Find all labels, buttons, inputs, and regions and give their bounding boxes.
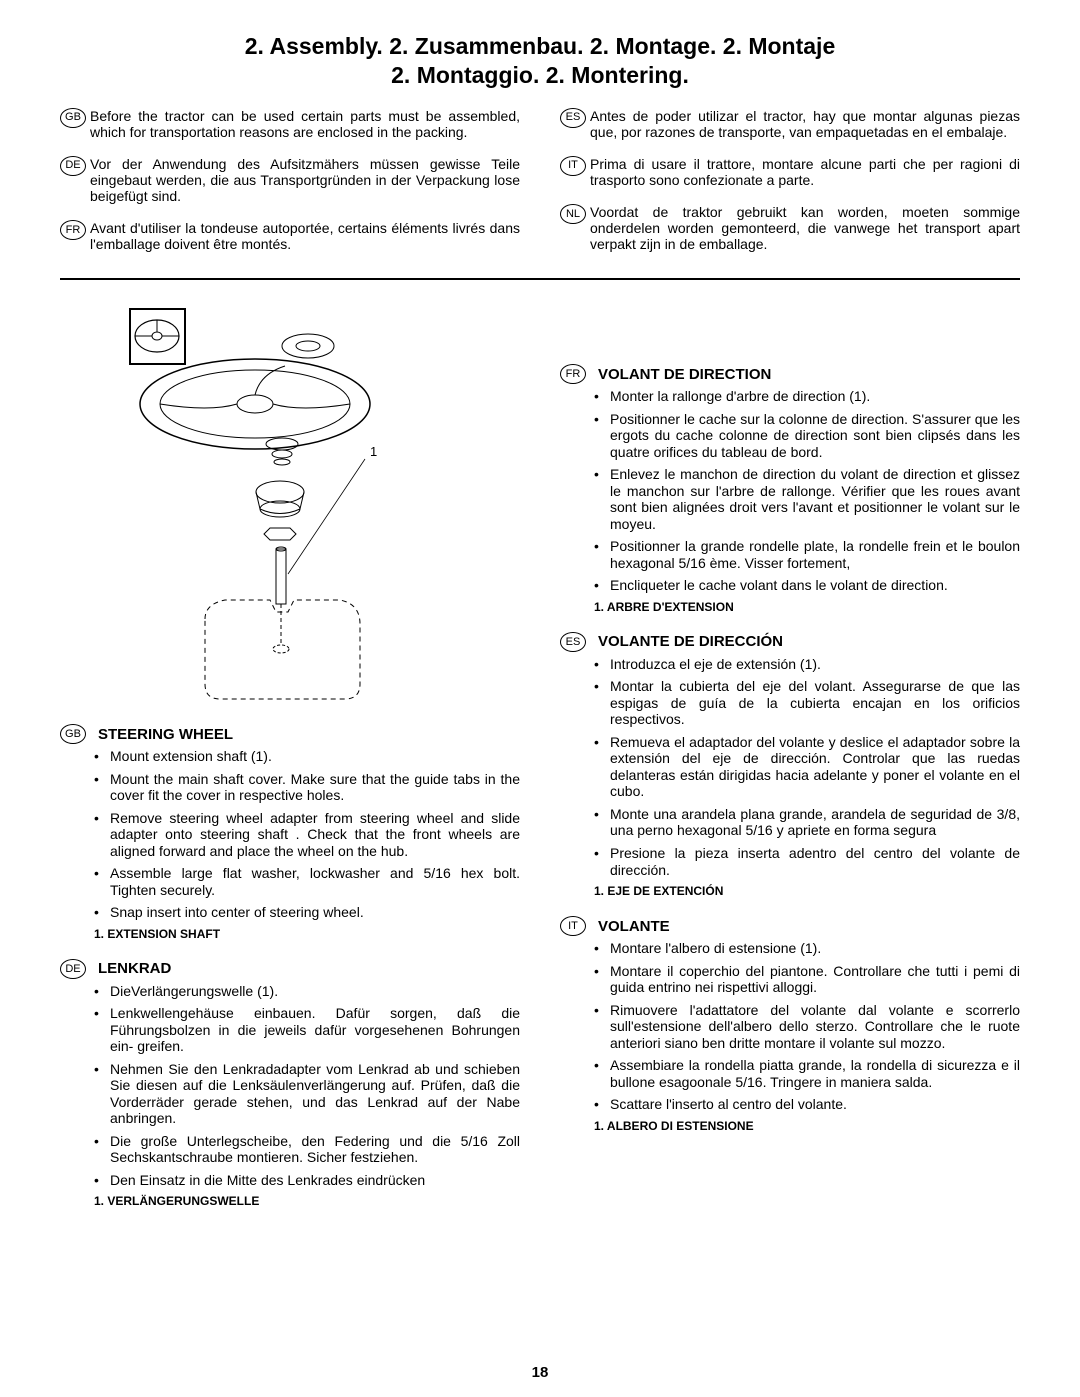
page-header: 2. Assembly. 2. Zusammenbau. 2. Montage.… xyxy=(60,32,1020,90)
lang-badge-gb: GB xyxy=(60,108,86,128)
section-es-volante: ES VOLANTE DE DIRECCIÓN Introduzca el ej… xyxy=(560,632,1020,898)
bullet-item: Assemble large flat washer, lockwasher a… xyxy=(94,865,520,898)
bullet-list: Mount extension shaft (1). Mount the mai… xyxy=(60,748,520,921)
bullet-item: Monter la rallonge d'arbre de direction … xyxy=(594,388,1020,405)
intro-it: IT Prima di usare il trattore, montare a… xyxy=(560,156,1020,188)
bullet-list: Montare l'albero di estensione (1). Mont… xyxy=(560,940,1020,1113)
intro-de: DE Vor der Anwendung des Aufsitzmähers m… xyxy=(60,156,520,204)
lang-badge-it: IT xyxy=(560,156,586,176)
bullet-item: Den Einsatz in die Mitte des Lenkrades e… xyxy=(94,1172,520,1189)
bullet-item: Enlevez le manchon de direction du volan… xyxy=(594,466,1020,532)
intro-es-text: Antes de poder utilizar el tractor, hay … xyxy=(590,108,1020,140)
bullet-item: DieVerlängerungswelle (1). xyxy=(94,983,520,1000)
main-columns: 1 GB STEERING WHEEL Mount extension shaf… xyxy=(60,304,1020,1226)
section-gb-steering-wheel: GB STEERING WHEEL Mount extension shaft … xyxy=(60,724,520,941)
lang-badge-it: IT xyxy=(560,916,586,936)
bullet-item: Positionner la grande rondelle plate, la… xyxy=(594,538,1020,571)
steering-wheel-diagram: 1 xyxy=(60,304,520,704)
footnote: 1. EXTENSION SHAFT xyxy=(60,927,520,941)
bullet-item: Encliqueter le cache volant dans le vola… xyxy=(594,577,1020,594)
intro-gb: GB Before the tractor can be used certai… xyxy=(60,108,520,140)
bullet-item: Remueva el adaptador del volante y desli… xyxy=(594,734,1020,800)
section-title: STEERING WHEEL xyxy=(98,726,233,743)
intro-col-left: GB Before the tractor can be used certai… xyxy=(60,108,520,269)
bullet-list: Monter la rallonge d'arbre de direction … xyxy=(560,388,1020,594)
main-col-left: 1 GB STEERING WHEEL Mount extension shaf… xyxy=(60,304,520,1226)
section-heading: IT VOLANTE xyxy=(560,916,1020,936)
bullet-item: Montare il coperchio del piantone. Contr… xyxy=(594,963,1020,996)
intro-columns: GB Before the tractor can be used certai… xyxy=(60,108,1020,269)
lang-badge-de: DE xyxy=(60,156,86,176)
diagram-label-1: 1 xyxy=(370,444,377,459)
bullet-item: Monte una arandela plana grande, arandel… xyxy=(594,806,1020,839)
lang-badge-es: ES xyxy=(560,108,586,128)
bullet-item: Snap insert into center of steering whee… xyxy=(94,904,520,921)
bullet-item: Mount the main shaft cover. Make sure th… xyxy=(94,771,520,804)
footnote: 1. ARBRE D'EXTENSION xyxy=(560,600,1020,614)
footnote: 1. EJE DE EXTENCIÓN xyxy=(560,884,1020,898)
footnote: 1. ALBERO DI ESTENSIONE xyxy=(560,1119,1020,1133)
bullet-item: Die große Unterlegscheibe, den Federing … xyxy=(94,1133,520,1166)
spacer xyxy=(560,304,1020,364)
intro-fr-text: Avant d'utiliser la tondeuse autoportée,… xyxy=(90,220,520,252)
lang-badge-es: ES xyxy=(560,632,586,652)
header-line-1: 2. Assembly. 2. Zusammenbau. 2. Montage.… xyxy=(60,32,1020,61)
lang-badge-gb: GB xyxy=(60,724,86,744)
bullet-item: Scattare l'inserto al centro del volante… xyxy=(594,1096,1020,1113)
section-heading: GB STEERING WHEEL xyxy=(60,724,520,744)
intro-es: ES Antes de poder utilizar el tractor, h… xyxy=(560,108,1020,140)
bullet-item: Montare l'albero di estensione (1). xyxy=(594,940,1020,957)
bullet-item: Introduzca el eje de extensión (1). xyxy=(594,656,1020,673)
diagram-svg: 1 xyxy=(60,304,520,704)
bullet-item: Remove steering wheel adapter from steer… xyxy=(94,810,520,860)
section-title: LENKRAD xyxy=(98,960,171,977)
section-heading: FR VOLANT DE DIRECTION xyxy=(560,364,1020,384)
intro-nl-text: Voordat de traktor gebruikt kan worden, … xyxy=(590,204,1020,252)
main-col-right: FR VOLANT DE DIRECTION Monter la rallong… xyxy=(560,304,1020,1226)
section-title: VOLANTE xyxy=(598,918,670,935)
bullet-item: Montar la cubierta del eje del volant. A… xyxy=(594,678,1020,728)
bullet-item: Assembiare la rondella piatta grande, la… xyxy=(594,1057,1020,1090)
page-number: 18 xyxy=(0,1364,1080,1381)
section-title: VOLANTE DE DIRECCIÓN xyxy=(598,633,783,650)
divider-line xyxy=(60,278,1020,280)
footnote: 1. VERLÄNGERUNGSWELLE xyxy=(60,1194,520,1208)
header-line-2: 2. Montaggio. 2. Montering. xyxy=(60,61,1020,90)
bullet-list: DieVerlängerungswelle (1). Lenkwellengeh… xyxy=(60,983,520,1189)
lang-badge-fr: FR xyxy=(560,364,586,384)
bullet-item: Lenkwellengehäuse einbauen. Dafür sorgen… xyxy=(94,1005,520,1055)
intro-col-right: ES Antes de poder utilizar el tractor, h… xyxy=(560,108,1020,269)
lang-badge-de: DE xyxy=(60,959,86,979)
lang-badge-nl: NL xyxy=(560,204,586,224)
section-de-lenkrad: DE LENKRAD DieVerlängerungswelle (1). Le… xyxy=(60,959,520,1209)
section-title: VOLANT DE DIRECTION xyxy=(598,366,771,383)
intro-fr: FR Avant d'utiliser la tondeuse autoport… xyxy=(60,220,520,252)
intro-gb-text: Before the tractor can be used certain p… xyxy=(90,108,520,140)
intro-nl: NL Voordat de traktor gebruikt kan worde… xyxy=(560,204,1020,252)
bullet-item: Rimuovere l'adattatore del volante dal v… xyxy=(594,1002,1020,1052)
bullet-list: Introduzca el eje de extensión (1). Mont… xyxy=(560,656,1020,878)
lang-badge-fr: FR xyxy=(60,220,86,240)
section-heading: DE LENKRAD xyxy=(60,959,520,979)
intro-de-text: Vor der Anwendung des Aufsitzmähers müss… xyxy=(90,156,520,204)
section-heading: ES VOLANTE DE DIRECCIÓN xyxy=(560,632,1020,652)
section-it-volante: IT VOLANTE Montare l'albero di estension… xyxy=(560,916,1020,1133)
bullet-item: Positionner le cache sur la colonne de d… xyxy=(594,411,1020,461)
bullet-item: Nehmen Sie den Lenkradadapter vom Lenkra… xyxy=(94,1061,520,1127)
intro-it-text: Prima di usare il trattore, montare alcu… xyxy=(590,156,1020,188)
bullet-item: Mount extension shaft (1). xyxy=(94,748,520,765)
section-fr-volant: FR VOLANT DE DIRECTION Monter la rallong… xyxy=(560,364,1020,614)
bullet-item: Presione la pieza inserta adentro del ce… xyxy=(594,845,1020,878)
